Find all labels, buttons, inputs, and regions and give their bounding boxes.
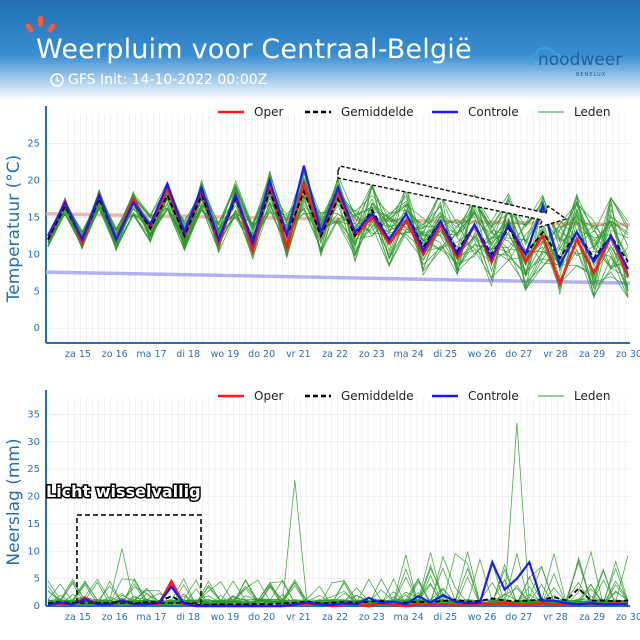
logo-text: noodweer <box>538 50 623 70</box>
x-tick-label: zo 23 <box>359 612 385 623</box>
header-banner: Weerpluim voor Centraal-België GFS Init:… <box>0 0 640 100</box>
x-tick-label: do 27 <box>505 349 532 360</box>
brand-sparks-icon <box>25 16 56 33</box>
x-tick-label: ma 17 <box>136 349 166 360</box>
init-label: GFS Init: 14-10-2022 00:00Z <box>68 72 268 88</box>
x-tick-label: di 18 <box>176 612 200 623</box>
legend-label: Controle <box>468 389 519 403</box>
y-axis-label: Temperatuur (°C) <box>4 155 24 303</box>
legend-label: Controle <box>468 105 519 119</box>
x-tick-label: zo 30 <box>616 612 640 623</box>
x-tick-label: zo 30 <box>616 349 640 360</box>
y-tick-label: 5 <box>34 574 40 585</box>
legend-label: Gemiddelde <box>341 389 414 403</box>
y-tick-label: 10 <box>27 546 40 557</box>
y-tick-label: 20 <box>27 175 40 186</box>
x-tick-label: za 22 <box>322 349 348 360</box>
x-tick-label: zo 16 <box>102 612 128 623</box>
annotation-label: Licht wisselvallig <box>46 482 201 501</box>
x-tick-label: ma 24 <box>393 349 423 360</box>
y-tick-label: 0 <box>34 323 40 334</box>
legend-label: Oper <box>254 105 283 119</box>
x-tick-label: za 15 <box>65 612 91 623</box>
x-tick-label: wo 19 <box>211 612 240 623</box>
x-tick-label: za 29 <box>579 349 605 360</box>
x-tick-label: vr 21 <box>286 612 311 623</box>
x-tick-label: do 20 <box>248 612 275 623</box>
trend-arrow <box>337 165 568 229</box>
member-line <box>47 176 629 272</box>
cloud-icon <box>528 46 563 65</box>
x-tick-label: wo 19 <box>211 349 240 360</box>
legend-label: Oper <box>254 389 283 403</box>
precipitation-panel: 0 5 10 15 20 25 30 35 za 15 zo 16 ma 17 di 18 wo 19 d… <box>4 389 640 623</box>
x-tick-label: di 25 <box>433 349 457 360</box>
y-tick-label: 15 <box>27 519 40 530</box>
y-tick-label: 25 <box>27 464 40 475</box>
x-tick-label: vr 28 <box>543 612 568 623</box>
series-line-gemiddelde <box>47 188 629 263</box>
y-tick-label: 15 <box>27 212 40 223</box>
y-tick-label: 35 <box>27 409 40 420</box>
x-tick-label: do 27 <box>505 612 532 623</box>
member-line <box>47 178 629 280</box>
logo: noodweer BENELUX <box>528 44 628 84</box>
x-tick-label: vr 28 <box>543 349 568 360</box>
x-tick-label: za 15 <box>65 349 91 360</box>
y-tick-label: 10 <box>27 249 40 260</box>
page-title: Weerpluim voor Centraal-België <box>36 34 472 65</box>
x-tick-label: zo 23 <box>359 349 385 360</box>
member-line <box>47 184 629 273</box>
legend-label: Leden <box>574 389 610 403</box>
y-tick-label: 5 <box>34 286 40 297</box>
clock-icon <box>50 73 64 87</box>
climate-min-line <box>45 270 631 285</box>
x-tick-label: za 29 <box>579 612 605 623</box>
x-tick-label: vr 21 <box>286 349 311 360</box>
series-line-controle <box>47 559 628 608</box>
x-tick-label: di 18 <box>176 349 200 360</box>
series-line-controle <box>47 165 629 270</box>
y-tick-label: 0 <box>34 601 40 612</box>
init-time: GFS Init: 14-10-2022 00:00Z <box>50 72 268 88</box>
y-tick-label: 30 <box>27 437 40 448</box>
x-tick-label: ma 24 <box>393 612 423 623</box>
temperature-panel: 0 5 10 15 20 25 za 15 zo 16 ma 17 di 18 wo 19 do 20… <box>4 105 640 360</box>
x-tick-label: do 20 <box>248 349 275 360</box>
legend-label: Gemiddelde <box>341 105 414 119</box>
member-line <box>47 555 629 607</box>
annotation-box <box>76 514 202 604</box>
legend-label: Leden <box>574 105 610 119</box>
x-tick-label: zo 16 <box>102 349 128 360</box>
x-tick-label: wo 26 <box>468 349 497 360</box>
y-tick-label: 25 <box>27 139 40 150</box>
y-axis-label: Neerslag (mm) <box>4 438 24 565</box>
logo-subtext: BENELUX <box>576 72 607 78</box>
y-tick-label: 20 <box>27 492 40 503</box>
x-tick-label: di 25 <box>433 612 457 623</box>
x-tick-label: wo 26 <box>468 612 497 623</box>
x-tick-label: za 22 <box>322 612 348 623</box>
x-tick-label: ma 17 <box>136 612 166 623</box>
